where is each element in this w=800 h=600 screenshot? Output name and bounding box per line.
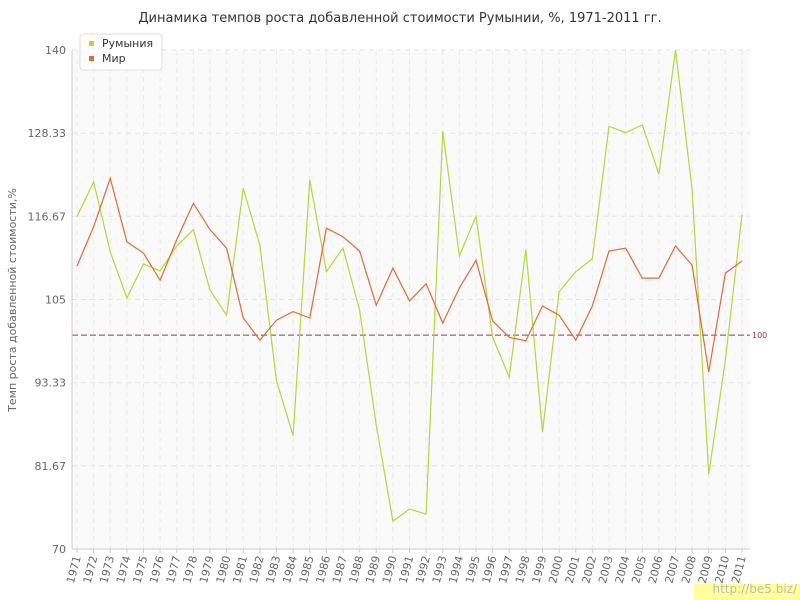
reference-line-label: 100: [752, 331, 767, 340]
legend: [79, 33, 163, 71]
y-tick-label: 128.33: [28, 127, 67, 140]
y-tick-label: 93.33: [35, 377, 67, 390]
legend-label: Румыния: [102, 37, 153, 50]
legend-marker: [89, 56, 94, 61]
y-tick-label: 105: [45, 294, 66, 307]
y-tick-label: 70: [52, 543, 66, 556]
series-line: [76, 49, 743, 523]
legend-marker: [89, 41, 94, 46]
y-tick-label: 140: [45, 44, 66, 57]
watermark: http://be5.biz/: [712, 582, 797, 596]
legend-label: Мир: [102, 52, 126, 65]
chart-title: Динамика темпов роста добавленной стоимо…: [138, 11, 661, 26]
y-axis-label: Темп роста добавленной стоимости,%: [6, 188, 19, 413]
y-tick-label: 116.67: [28, 210, 67, 223]
watermark-bg: [694, 584, 800, 600]
x-tick-label: 2011: [729, 554, 749, 584]
y-tick-label: 81.67: [35, 460, 67, 473]
series-line: [76, 176, 743, 373]
